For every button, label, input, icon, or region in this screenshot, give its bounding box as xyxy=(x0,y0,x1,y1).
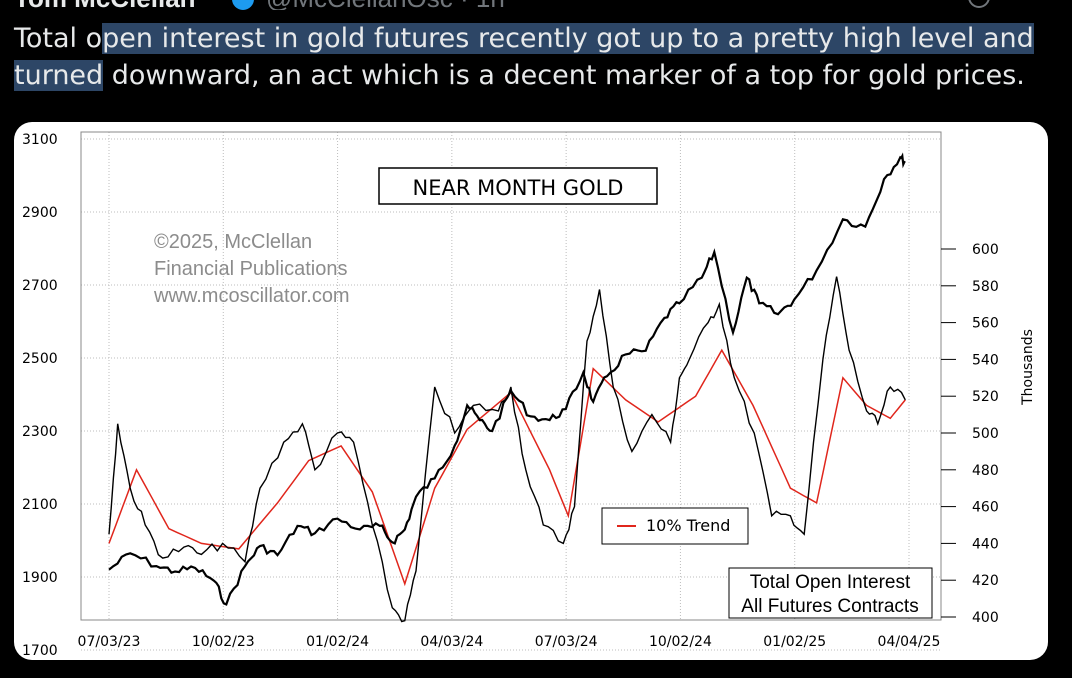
open-interest-line xyxy=(108,276,906,623)
y-left-tick-label: 3100 xyxy=(22,132,58,148)
y-left-tick-label: 2100 xyxy=(22,497,58,513)
x-tick-label: 07/03/23 xyxy=(78,634,141,650)
x-tick-label: 07/03/24 xyxy=(535,634,598,650)
watermark: ©2025, McClellan Financial Publications … xyxy=(153,231,350,307)
series-label-line-2: All Futures Contracts xyxy=(741,596,918,617)
grok-icon[interactable] xyxy=(968,0,990,8)
chart-image-card[interactable]: 1700 1900 2100 2300 2500 2700 2900 3100 400 420 4… xyxy=(14,122,1048,660)
y-right-tick-label: 500 xyxy=(972,426,999,442)
y-right-tick-label: 520 xyxy=(972,389,999,405)
grid xyxy=(81,132,941,651)
tweet-text: Total open interest in gold futures rece… xyxy=(14,20,1054,94)
author-name[interactable]: Tom McClellan xyxy=(14,0,196,10)
tweet-text-end: downward, an act which is a decent marke… xyxy=(103,60,1025,91)
x-tick-label: 04/04/25 xyxy=(878,634,941,650)
y-right-tick-label: 560 xyxy=(972,316,999,332)
legend-box: 10% Trend xyxy=(601,507,749,545)
x-tick-label: 01/02/24 xyxy=(306,634,369,650)
y-left-tick-label: 2900 xyxy=(22,205,58,221)
right-axis-ticks: 400 420 440 460 480 500 520 540 560 580 600 xyxy=(941,242,999,626)
chart-title: NEAR MONTH GOLD xyxy=(413,176,624,200)
x-tick-label: 01/02/25 xyxy=(763,634,826,650)
y-right-tick-label: 600 xyxy=(972,242,999,258)
legend-label: 10% Trend xyxy=(646,516,730,535)
x-tick-label: 10/02/23 xyxy=(192,634,255,650)
tweet-header: Tom McClellan @McClellanOsc · 1h xyxy=(0,0,1072,10)
watermark-line-2: Financial Publications xyxy=(154,258,347,280)
y-right-tick-label: 400 xyxy=(972,610,999,626)
trend-line xyxy=(108,348,906,587)
y-right-tick-label: 540 xyxy=(972,352,999,368)
watermark-line-1: ©2025, McClellan xyxy=(154,231,312,253)
series-label-line-1: Total Open Interest xyxy=(750,572,911,593)
gold-price-line xyxy=(108,152,906,606)
y-left-tick-label: 2500 xyxy=(22,351,58,367)
watermark-line-3: www.mcoscillator.com xyxy=(153,285,350,307)
y-right-tick-label: 460 xyxy=(972,500,999,516)
y-right-tick-label: 480 xyxy=(972,463,999,479)
x-tick-label: 10/02/24 xyxy=(649,634,712,650)
y-left-tick-label: 1700 xyxy=(22,643,58,659)
author-handle[interactable]: @McClellanOsc · 1h xyxy=(266,0,505,10)
x-axis-ticks: 07/03/23 10/02/23 01/02/24 04/03/24 07/03/24… xyxy=(78,634,941,650)
plot-frame xyxy=(80,131,942,621)
right-axis-label: Thousands xyxy=(1020,329,1036,406)
y-right-tick-label: 440 xyxy=(972,536,999,552)
series-label-box: Total Open Interest All Futures Contract… xyxy=(728,567,933,619)
left-axis-ticks: 1700 1900 2100 2300 2500 2700 2900 3100 xyxy=(22,132,58,659)
y-right-tick-label: 580 xyxy=(972,279,999,295)
chart-title-box: NEAR MONTH GOLD xyxy=(378,167,658,205)
tweet-text-start: Total o xyxy=(14,23,103,54)
x-tick-label: 04/03/24 xyxy=(420,634,483,650)
y-left-tick-label: 1900 xyxy=(22,570,58,586)
y-right-tick-label: 420 xyxy=(972,573,999,589)
y-left-tick-label: 2700 xyxy=(22,278,58,294)
verified-badge-icon xyxy=(232,0,254,10)
y-left-tick-label: 2300 xyxy=(22,424,58,440)
